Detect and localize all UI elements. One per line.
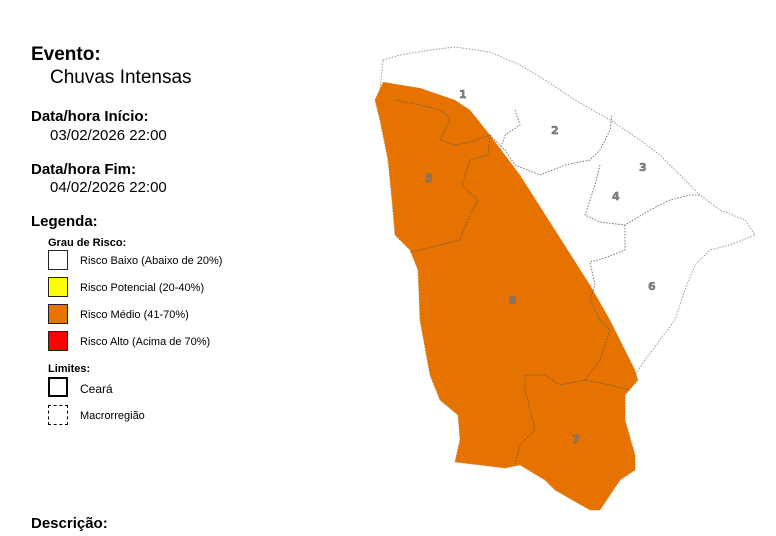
end-label: Data/hora Fim: (31, 161, 137, 178)
region-label-3: 3 (639, 161, 647, 174)
swatch-medium (48, 304, 68, 324)
region-label-4: 4 (612, 190, 620, 203)
swatch-high (48, 331, 68, 351)
region-label-7: 7 (572, 433, 580, 446)
legend-low: Risco Baixo (Abaixo de 20%) (80, 255, 223, 267)
macroregion-borders (394, 99, 700, 466)
legend-title: Legenda: (31, 213, 98, 230)
event-label: Evento: (31, 44, 101, 65)
start-label: Data/hora Início: (31, 108, 149, 125)
legend-macro: Macrorregião (80, 410, 145, 422)
end-value: 04/02/2026 22:00 (50, 179, 167, 196)
event-value: Chuvas Intensas (50, 67, 192, 88)
legend-medium: Risco Médio (41-70%) (80, 309, 189, 321)
legend-potential: Risco Potencial (20-40%) (80, 282, 205, 294)
swatch-low (48, 250, 68, 270)
risk-title: Grau de Risco: (48, 237, 127, 249)
legend-ceara: Ceará (80, 382, 113, 396)
region-label-5: 5 (425, 172, 433, 185)
limits-title: Limites: (48, 363, 91, 375)
swatch-potential (48, 277, 68, 297)
region-label-8: 8 (509, 294, 517, 307)
swatch-macro (48, 405, 68, 425)
description-label: Descrição: (31, 515, 108, 532)
region-label-6: 6 (648, 280, 656, 293)
start-value: 03/02/2026 22:00 (50, 127, 167, 144)
region-label-2: 2 (551, 124, 559, 137)
region-label-1: 1 (459, 88, 467, 101)
swatch-ceara (48, 377, 68, 397)
legend-high: Risco Alto (Acima de 70%) (80, 336, 211, 348)
affected-area (375, 82, 638, 510)
